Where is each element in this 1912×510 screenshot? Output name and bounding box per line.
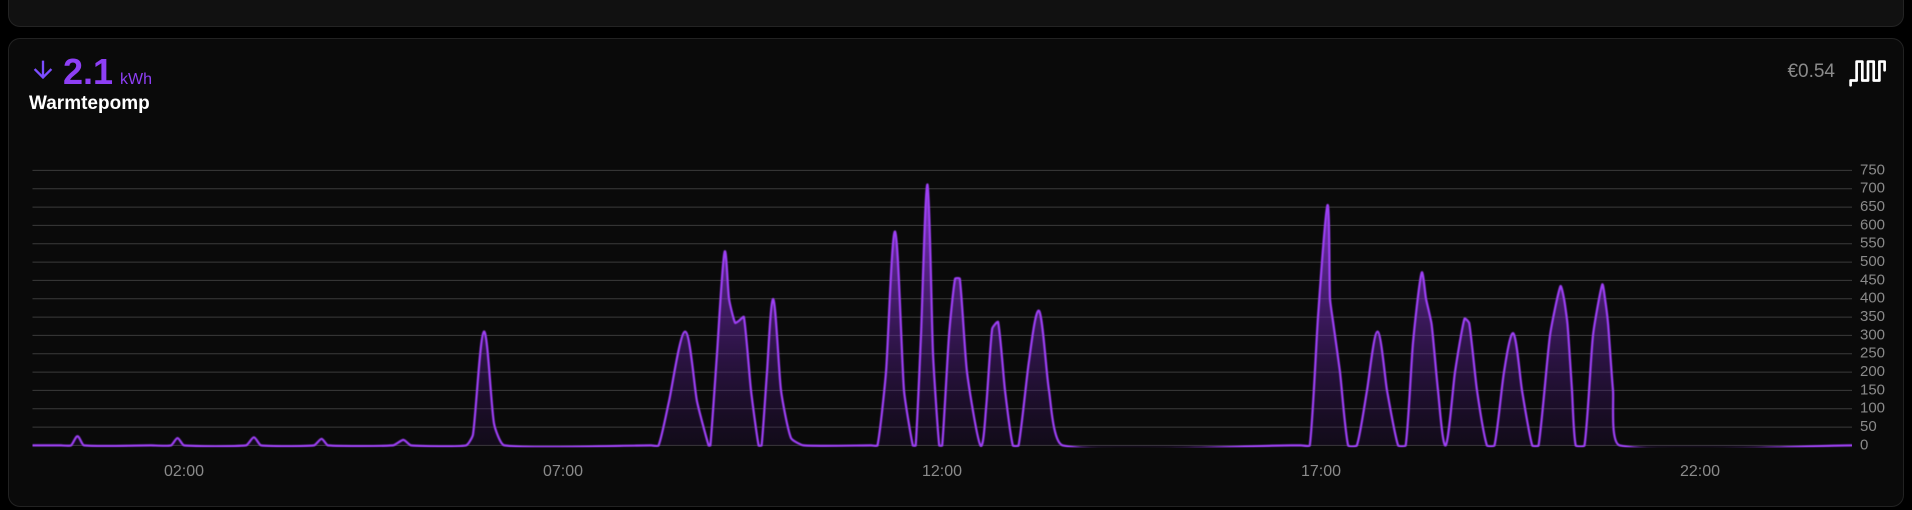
svg-text:400: 400 (1860, 290, 1885, 307)
svg-text:450: 450 (1860, 271, 1885, 288)
svg-text:07:00: 07:00 (543, 463, 583, 480)
svg-text:650: 650 (1860, 198, 1885, 215)
svg-text:550: 550 (1860, 235, 1885, 252)
svg-text:150: 150 (1860, 381, 1885, 398)
svg-text:300: 300 (1860, 326, 1885, 343)
svg-text:350: 350 (1860, 308, 1885, 325)
svg-text:500: 500 (1860, 253, 1885, 270)
svg-text:750: 750 (1860, 161, 1885, 178)
svg-text:100: 100 (1860, 400, 1885, 417)
svg-text:250: 250 (1860, 345, 1885, 362)
svg-text:0: 0 (1860, 436, 1868, 453)
svg-text:12:00: 12:00 (922, 463, 962, 480)
svg-text:02:00: 02:00 (164, 463, 204, 480)
svg-text:600: 600 (1860, 216, 1885, 233)
svg-text:22:00: 22:00 (1680, 463, 1720, 480)
svg-text:200: 200 (1860, 363, 1885, 380)
svg-text:50: 50 (1860, 418, 1877, 435)
svg-text:700: 700 (1860, 180, 1885, 197)
svg-text:17:00: 17:00 (1301, 463, 1341, 480)
